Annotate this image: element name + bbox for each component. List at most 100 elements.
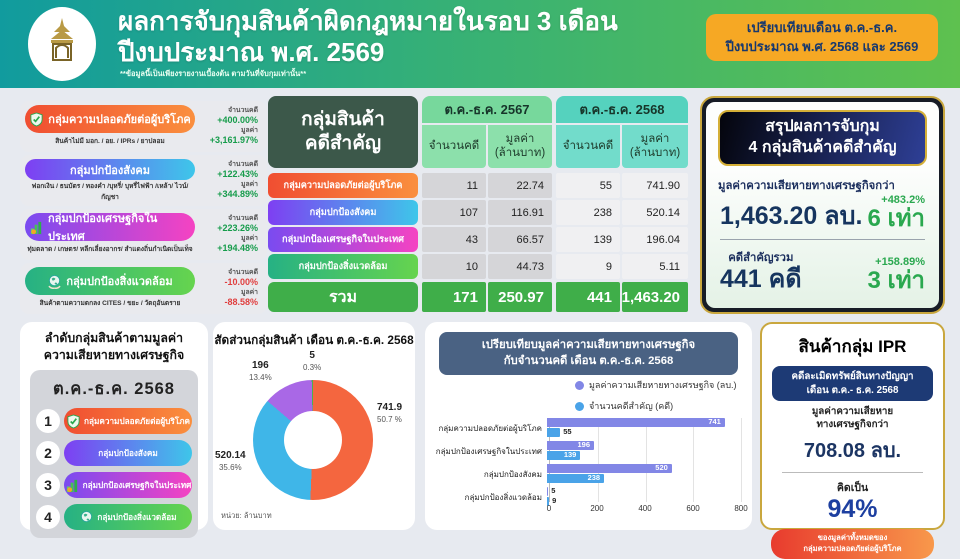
bar-chart-plot-area bbox=[549, 418, 742, 502]
subheader-cases-2568: จำนวนคดี bbox=[556, 125, 620, 168]
ipr-title: สินค้ากลุ่ม IPR bbox=[798, 337, 907, 356]
globe-hands-icon bbox=[81, 510, 93, 522]
card-environment-protection: กลุ่มปกป้องสิ่งแวดล้อม สินค้าตามความตกลง… bbox=[20, 263, 267, 314]
table-cell: 196.04 bbox=[622, 227, 688, 252]
table-cell: 741.90 bbox=[622, 173, 688, 198]
ranking-item-1: 1 กลุ่มความปลอดภัยต่อผู้บริโภค bbox=[36, 408, 192, 435]
rank-number: 1 bbox=[36, 409, 60, 434]
card-stats: จำนวนคดี -10.00% มูลค่า -88.58% bbox=[195, 267, 262, 310]
value-change: +3,161.97% bbox=[209, 134, 258, 145]
rank-number: 3 bbox=[36, 473, 60, 498]
table-total-cell: 171 bbox=[422, 282, 486, 312]
value-bar: 196 bbox=[547, 440, 595, 450]
rank-label: กลุ่มปกป้องสังคม bbox=[98, 448, 158, 458]
cases-label: จำนวนคดี bbox=[228, 160, 258, 168]
donut-chart-title: สัดส่วนกลุ่มสินค้า เดือน ต.ค.-ธ.ค. 2568 bbox=[214, 333, 414, 347]
legend-dot-value bbox=[575, 380, 584, 390]
bar-category-label: กลุ่มปกป้องเศรษฐกิจในประเทศ bbox=[435, 446, 542, 456]
card-subtitle: ทุ่มตลาด / เกษตร/ หลีกเลี่ยงอากร/ สำแดงถ… bbox=[27, 246, 193, 253]
table-cell: 238 bbox=[556, 200, 620, 225]
value-change: +344.89% bbox=[217, 188, 258, 199]
bar-row: กลุ่มปกป้องสิ่งแวดล้อม 5 9 bbox=[425, 486, 752, 507]
cases-label: จำนวนคดี bbox=[228, 106, 258, 114]
cases-change: +223.26% bbox=[217, 223, 258, 234]
shield-check-icon bbox=[67, 414, 80, 429]
card-title-label: กลุ่มปกป้องเศรษฐกิจในประเทศ bbox=[48, 213, 158, 243]
table-cell: 43 bbox=[422, 227, 486, 252]
table-cell: 11 bbox=[422, 173, 486, 198]
ipr-footer-note: ของมูลค่าทั้งหมดของ กลุ่มความปลอดภัยต่อผ… bbox=[771, 529, 934, 559]
value-label: มูลค่า bbox=[240, 126, 258, 134]
bar-row: กลุ่มปกป้องเศรษฐกิจในประเทศ 196 139 bbox=[425, 440, 752, 461]
bar-chart-legend: มูลค่าความเสียหายทางเศรษฐกิจ (ลบ.) จำนวน… bbox=[575, 378, 737, 420]
card-subtitle: สินค้าไม่มี มอก. / อย. / IPRs / ยาปลอม bbox=[55, 138, 165, 145]
ranking-item-3: 3 กลุ่มปกป้องเศรษฐกิจในประเทศ bbox=[36, 472, 192, 499]
summary-value-multiple: 6 เท่า bbox=[867, 204, 925, 232]
cases-bar: 9 bbox=[547, 496, 556, 506]
ipr-value-amount: 708.08 ลบ. bbox=[803, 439, 902, 462]
value-label: มูลค่า bbox=[240, 180, 258, 188]
column-group-2568: ต.ค.-ธ.ค. 2568 bbox=[556, 96, 688, 123]
table-cell: 5.11 bbox=[622, 254, 688, 279]
cases-label: จำนวนคดี bbox=[228, 268, 258, 276]
rank-label: กลุ่มความปลอดภัยต่อผู้บริโภค bbox=[84, 416, 190, 426]
card-consumer-safety-title: กลุ่มความปลอดภัยต่อผู้บริโภค bbox=[25, 105, 195, 133]
comparison-period-badge: เปรียบเทียบเดือน ต.ค.-ธ.ค. ปีงบประมาณ พ.… bbox=[706, 14, 938, 61]
value-change: +194.48% bbox=[217, 242, 258, 253]
bar-category-label: กลุ่มปกป้องสังคม bbox=[483, 469, 542, 479]
summary-cases-amount: 441 คดี bbox=[720, 264, 802, 293]
ipr-period-badge: คดีละเมิดทรัพย์สินทางปัญญา เดือน ต.ค.- ธ… bbox=[772, 366, 933, 402]
globe-hands-icon bbox=[48, 274, 61, 289]
table-row-label: กลุ่มปกป้องสิ่งแวดล้อม bbox=[268, 254, 418, 279]
summary-cases-multiple: 3 เท่า bbox=[867, 267, 925, 295]
value-bar: 520 bbox=[547, 463, 672, 473]
donut-label-social: 520.14 35.6% bbox=[215, 450, 246, 472]
cases-bar: 139 bbox=[547, 450, 581, 460]
table-cell: 55 bbox=[556, 173, 620, 198]
value-bar: 5 bbox=[547, 486, 555, 496]
page-title: ผลการจับกุมสินค้าผิดกฎหมายในรอบ 3 เดือน … bbox=[118, 6, 618, 67]
ranking-panel: ลำดับกลุ่มสินค้าตามมูลค่า ความเสียหายทาง… bbox=[20, 322, 208, 539]
value-label: มูลค่า bbox=[240, 288, 258, 296]
card-subtitle: ฟอกเงิน / ธนบัตร / ทองคำ /บุหรี่/ บุหรี่… bbox=[31, 183, 189, 201]
ranking-item-2: 2 กลุ่มปกป้องสังคม bbox=[36, 440, 192, 467]
table-row-label: กลุ่มความปลอดภัยต่อผู้บริโภค bbox=[268, 173, 418, 198]
disclaimer-note: **ข้อมูลนี้เป็นเพียงรายงานเบื้องต้น ตามว… bbox=[120, 69, 307, 78]
cases-change: -10.00% bbox=[224, 277, 258, 288]
table-cell: 107 bbox=[422, 200, 486, 225]
table-cell: 66.57 bbox=[488, 227, 552, 252]
category-cards: กลุ่มความปลอดภัยต่อผู้บริโภค สินค้าไม่มี… bbox=[20, 101, 267, 317]
donut-unit-note: หน่วย: ล้านบาท bbox=[221, 511, 272, 520]
rank-number: 4 bbox=[36, 505, 60, 530]
table-row-label: กลุ่มปกป้องสังคม bbox=[268, 200, 418, 225]
table-cell: 520.14 bbox=[622, 200, 688, 225]
table-cell: 44.73 bbox=[488, 254, 552, 279]
card-stats: จำนวนคดี +400.00% มูลค่า +3,161.97% bbox=[195, 105, 262, 148]
table-cell: 116.91 bbox=[488, 200, 552, 225]
subheader-value-2567: มูลค่า (ล้านบาท) bbox=[488, 125, 552, 168]
donut-label-environment: 5 0.3% bbox=[303, 350, 322, 372]
donut-chart-panel: สัดส่วนกลุ่มสินค้า เดือน ต.ค.-ธ.ค. 2568 … bbox=[213, 322, 415, 530]
card-social-protection-title: กลุ่มปกป้องสังคม bbox=[25, 159, 195, 180]
table-total-cell: 1,463.20 bbox=[622, 282, 688, 312]
card-consumer-safety: กลุ่มความปลอดภัยต่อผู้บริโภค สินค้าไม่มี… bbox=[20, 101, 267, 152]
ipr-pct-label: คิดเป็น bbox=[836, 481, 869, 494]
ranking-box: ต.ค.-ธ.ค. 2568 1 กลุ่มความปลอดภัยต่อผู้บ… bbox=[30, 370, 198, 539]
bar-chart-title: เปรียบเทียบมูลค่าความเสียหายทางเศรษฐกิจ … bbox=[439, 332, 738, 375]
card-social-protection: กลุ่มปกป้องสังคม ฟอกเงิน / ธนบัตร / ทองค… bbox=[20, 155, 267, 206]
card-domestic-economy: กลุ่มปกป้องเศรษฐกิจในประเทศ ทุ่มตลาด / เ… bbox=[20, 209, 267, 260]
card-stats: จำนวนคดี +122.43% มูลค่า +344.89% bbox=[195, 159, 262, 202]
value-change: -88.58% bbox=[224, 296, 258, 307]
value-label: มูลค่า bbox=[240, 234, 258, 242]
summary-cases-pct: +158.89% bbox=[875, 256, 925, 269]
bar-row: กลุ่มความปลอดภัยต่อผู้บริโภค 741 55 bbox=[425, 417, 752, 438]
donut-hole bbox=[284, 411, 342, 469]
legend-label: มูลค่าความเสียหายทางเศรษฐกิจ (ลบ.) bbox=[589, 380, 737, 390]
subheader-value-2568: มูลค่า (ล้านบาท) bbox=[622, 125, 688, 168]
rank-number: 2 bbox=[36, 441, 60, 466]
bar-chart-icon bbox=[30, 221, 42, 234]
major-cases-table: กลุ่มสินค้า คดีสำคัญ ต.ค.-ธ.ค. 2567 ต.ค.… bbox=[268, 96, 688, 314]
cases-label: จำนวนคดี bbox=[228, 214, 258, 222]
summary-value-amount: 1,463.20 ลบ. bbox=[720, 202, 863, 231]
card-environment-protection-title: กลุ่มปกป้องสิ่งแวดล้อม bbox=[25, 267, 195, 295]
